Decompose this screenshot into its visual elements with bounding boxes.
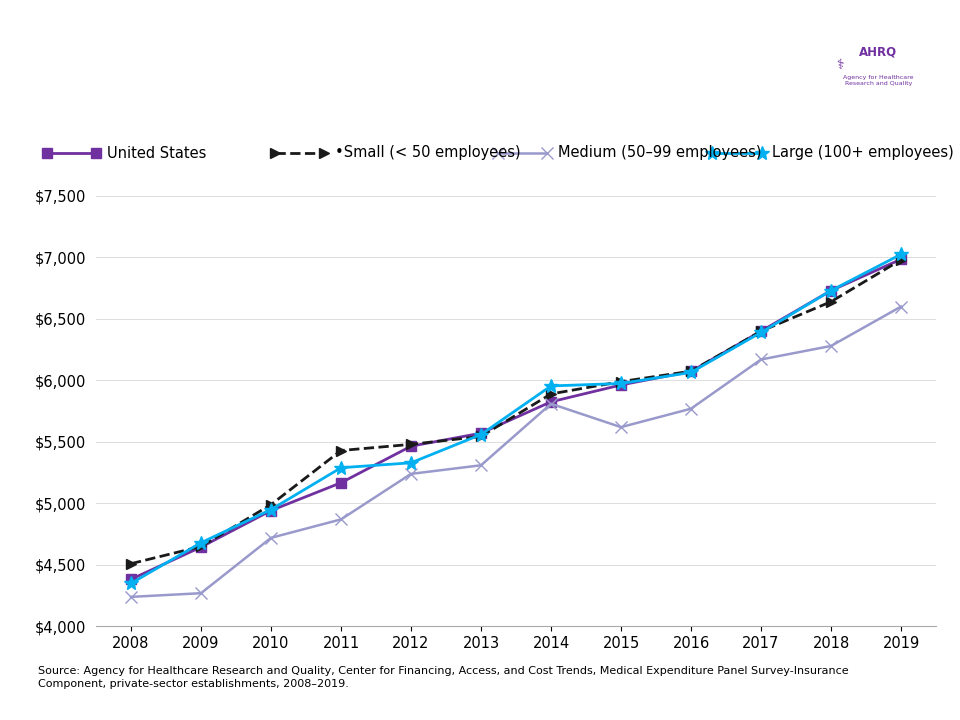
Text: AHRQ: AHRQ [859,45,898,58]
Text: ⚕: ⚕ [836,58,844,72]
Text: Source: Agency for Healthcare Research and Quality, Center for Financing, Access: Source: Agency for Healthcare Research a… [38,666,849,689]
Text: Figure 6. Average total single premium per enrolled private-sector
employee, ove: Figure 6. Average total single premium p… [68,40,777,85]
Text: United States: United States [108,145,206,161]
Text: Medium (50–99 employees): Medium (50–99 employees) [558,145,761,161]
Text: Large (100+ employees): Large (100+ employees) [772,145,954,161]
Circle shape [480,0,960,136]
Text: •Small (< 50 employees): •Small (< 50 employees) [335,145,520,161]
Text: Agency for Healthcare
Research and Quality: Agency for Healthcare Research and Quali… [843,75,914,86]
